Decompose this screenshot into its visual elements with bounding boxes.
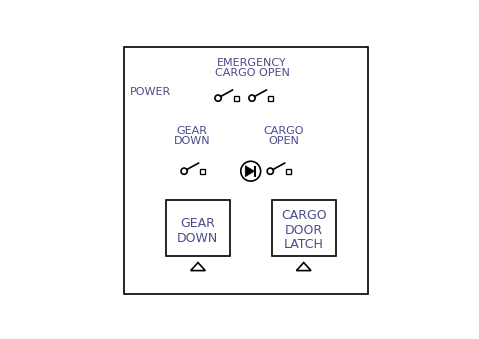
Text: GEAR: GEAR <box>176 126 207 136</box>
Text: POWER: POWER <box>130 86 171 97</box>
Polygon shape <box>245 166 254 177</box>
Text: DOOR: DOOR <box>285 224 323 237</box>
Text: CARGO: CARGO <box>281 209 326 222</box>
Text: DOWN: DOWN <box>177 232 218 244</box>
Bar <box>268 96 273 101</box>
Bar <box>166 200 230 256</box>
Bar <box>286 169 291 174</box>
Bar <box>200 169 205 174</box>
Text: OPEN: OPEN <box>268 136 299 146</box>
Text: CARGO OPEN: CARGO OPEN <box>215 68 289 78</box>
Text: EMERGENCY: EMERGENCY <box>217 58 287 68</box>
Text: CARGO: CARGO <box>263 126 304 136</box>
Bar <box>272 200 336 256</box>
Text: GEAR: GEAR <box>181 217 215 230</box>
Text: DOWN: DOWN <box>174 136 210 146</box>
Bar <box>234 96 239 101</box>
Text: LATCH: LATCH <box>284 238 323 251</box>
